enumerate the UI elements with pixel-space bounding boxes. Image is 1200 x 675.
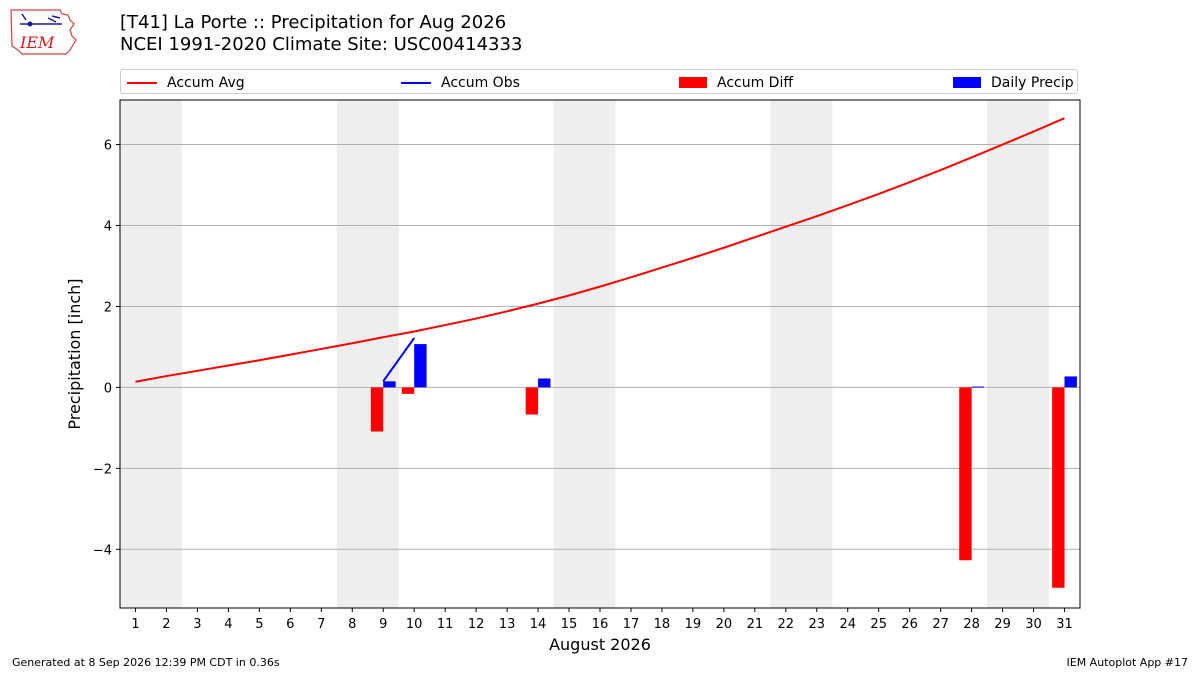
- x-tick-label: 6: [286, 617, 294, 632]
- chart-legend: Accum Avg Accum Obs Accum Diff Daily Pre…: [120, 69, 1078, 94]
- x-tick-label: 3: [193, 617, 201, 632]
- x-tick-label: 5: [255, 617, 263, 632]
- title-line1: [T41] La Porte :: Precipitation for Aug …: [120, 12, 507, 33]
- legend-swatch: [953, 77, 981, 88]
- autoplot-app-label: IEM Autoplot App #17: [1066, 656, 1189, 669]
- x-tick-label: 31: [1056, 617, 1073, 632]
- legend-item-accum-diff: Accum Diff: [679, 70, 793, 95]
- iowa-outline-icon: [10, 9, 77, 55]
- x-tick-label: 27: [932, 617, 949, 632]
- accum-diff-bar: [959, 387, 972, 561]
- x-tick-label: 1: [131, 617, 139, 632]
- x-tick-label: 21: [747, 617, 764, 632]
- x-tick-label: 12: [468, 617, 485, 632]
- legend-swatch: [401, 81, 431, 84]
- x-tick-label: 8: [348, 617, 356, 632]
- legend-swatch: [127, 81, 157, 84]
- x-tick-label: 17: [623, 617, 640, 632]
- x-tick-label: 10: [406, 617, 423, 632]
- x-tick-label: 26: [901, 617, 918, 632]
- x-tick-label: 15: [561, 617, 578, 632]
- weekend-band: [336, 100, 399, 608]
- y-tick-label: 4: [104, 219, 112, 234]
- x-tick-label: 22: [778, 617, 795, 632]
- legend-label: Accum Avg: [167, 74, 245, 91]
- chart-title: [T41] La Porte :: Precipitation for Aug …: [120, 12, 522, 56]
- y-tick-label: 2: [104, 300, 112, 315]
- y-axis-label: Precipitation [inch]: [65, 278, 84, 429]
- x-tick-label: 13: [499, 617, 516, 632]
- x-axis-label: August 2026: [549, 635, 651, 654]
- accum-diff-bar: [401, 387, 415, 394]
- title-line2: NCEI 1991-2020 Climate Site: USC00414333: [120, 34, 523, 55]
- x-tick-label: 19: [685, 617, 702, 632]
- logo-text: IEM: [19, 33, 55, 52]
- x-tick-label: 28: [963, 617, 980, 632]
- y-tick-label: 6: [104, 139, 112, 154]
- weekend-band: [987, 100, 1050, 608]
- accum-diff-bar: [370, 387, 384, 432]
- accum-obs-line: [382, 337, 416, 382]
- daily-precip-bar: [1064, 376, 1077, 388]
- daily-precip-bar: [383, 381, 396, 388]
- legend-item-accum-avg: Accum Avg: [127, 70, 245, 95]
- x-tick-label: 14: [530, 617, 547, 632]
- x-tick-label: 7: [317, 617, 325, 632]
- daily-precip-bar: [538, 378, 551, 388]
- accum-diff-bar: [525, 387, 539, 415]
- legend-swatch: [679, 77, 707, 88]
- x-tick-label: 4: [224, 617, 232, 632]
- legend-item-daily-precip: Daily Precip: [953, 70, 1074, 95]
- x-tick-label: 2: [162, 617, 170, 632]
- generated-timestamp: Generated at 8 Sep 2026 12:39 PM CDT in …: [12, 656, 280, 669]
- weekend-band: [120, 100, 182, 608]
- x-tick-label: 29: [994, 617, 1011, 632]
- y-tick-label: −4: [93, 543, 112, 558]
- weekend-band: [553, 100, 616, 608]
- legend-item-accum-obs: Accum Obs: [401, 70, 520, 95]
- x-tick-label: 20: [716, 617, 733, 632]
- x-tick-label: 23: [809, 617, 826, 632]
- legend-label: Accum Diff: [717, 74, 794, 91]
- iem-logo: IEM: [10, 9, 77, 55]
- daily-precip-bar: [414, 344, 427, 388]
- x-tick-label: 16: [592, 617, 609, 632]
- x-tick-label: 24: [839, 617, 856, 632]
- weekend-band: [770, 100, 833, 608]
- x-tick-label: 18: [654, 617, 671, 632]
- accum-diff-bar: [1052, 387, 1065, 588]
- y-tick-label: −2: [93, 462, 112, 477]
- x-tick-label: 11: [437, 617, 454, 632]
- x-tick-label: 30: [1025, 617, 1042, 632]
- y-tick-label: 0: [104, 381, 112, 396]
- daily-precip-bar: [971, 386, 984, 388]
- legend-label: Daily Precip: [991, 74, 1074, 91]
- x-tick-label: 9: [379, 617, 387, 632]
- x-tick-label: 25: [870, 617, 887, 632]
- accum-avg-line: [135, 117, 1065, 383]
- legend-label: Accum Obs: [441, 74, 520, 91]
